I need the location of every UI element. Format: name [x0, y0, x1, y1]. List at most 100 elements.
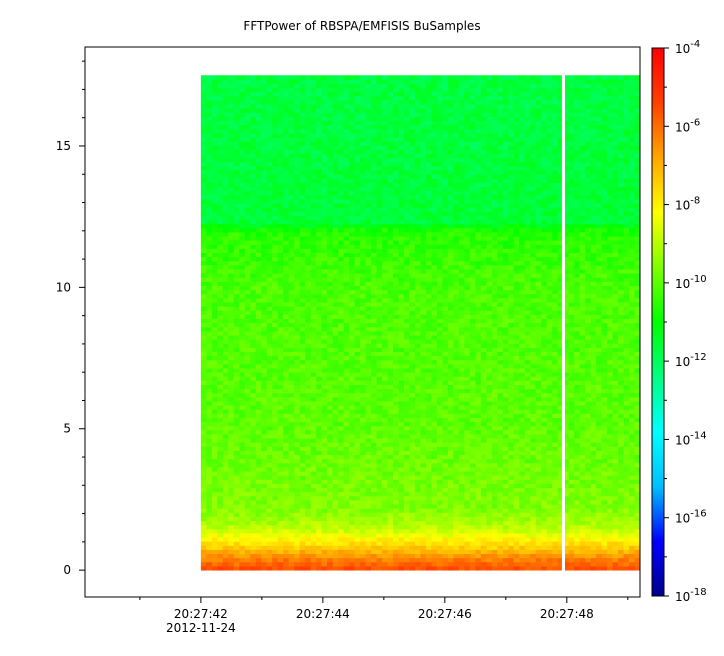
spectrogram-cell: [217, 537, 224, 542]
spectrogram-cell: [546, 409, 553, 414]
spectrogram-cell: [475, 508, 482, 513]
spectrogram-cell: [360, 434, 366, 439]
spectrogram-cell: [387, 541, 394, 546]
spectrogram-cell: [211, 339, 218, 344]
spectrogram-cell: [634, 421, 640, 427]
spectrogram-cell: [563, 405, 570, 410]
spectrogram-cell: [382, 421, 388, 427]
spectrogram-cell: [596, 487, 602, 493]
spectrogram-cell: [563, 343, 570, 348]
spectrogram-cell: [321, 475, 328, 480]
spectrogram-cell: [206, 557, 213, 563]
spectrogram-cell: [360, 413, 366, 418]
spectrogram-cell: [277, 409, 284, 414]
spectrogram-cell: [530, 545, 537, 550]
spectrogram-cell: [607, 479, 613, 484]
spectrogram-cell: [217, 421, 224, 427]
spectrogram-cell: [327, 322, 334, 328]
spectrogram-cell: [442, 487, 449, 493]
spectrogram-cell: [612, 322, 619, 328]
spectrogram-cell: [360, 446, 366, 451]
spectrogram-cell: [244, 557, 251, 563]
spectrogram-cell: [382, 318, 388, 324]
spectrogram-cell: [442, 326, 449, 332]
spectrogram-cell: [420, 508, 427, 513]
spectrogram-cell: [629, 429, 635, 435]
spectrogram-cell: [398, 343, 405, 348]
spectrogram-cell: [360, 401, 366, 406]
spectrogram-cell: [371, 528, 377, 534]
spectrogram-cell: [541, 421, 548, 427]
spectrogram-cell: [332, 339, 339, 344]
spectrogram-cell: [453, 425, 460, 431]
spectrogram-cell: [513, 483, 520, 489]
spectrogram-cell: [513, 450, 520, 456]
spectrogram-cell: [563, 500, 570, 505]
spectrogram-cell: [392, 347, 399, 352]
spectrogram-cell: [283, 491, 290, 497]
spectrogram-cell: [563, 396, 570, 402]
spectrogram-cell: [447, 553, 454, 559]
spectrogram-cell: [585, 545, 591, 550]
spectrogram-cell: [612, 495, 619, 501]
spectrogram-cell: [305, 318, 312, 324]
spectrogram-cell: [354, 417, 361, 423]
spectrogram-cell: [387, 335, 394, 340]
spectrogram-cell: [250, 388, 257, 394]
spectrogram-cell: [596, 512, 602, 517]
spectrogram-cell: [277, 326, 284, 332]
spectrogram-cell: [266, 392, 273, 398]
spectrogram-cell: [255, 351, 262, 357]
spectrogram-cell: [442, 392, 449, 398]
spectrogram-cell: [590, 462, 597, 468]
spectrogram-cell: [519, 425, 526, 431]
spectrogram-cell: [557, 450, 564, 456]
spectrogram-cell: [382, 479, 388, 484]
spectrogram-cell: [491, 388, 498, 394]
spectrogram-cell: [568, 545, 575, 550]
spectrogram-cell: [239, 417, 246, 423]
spectrogram-cell: [327, 475, 334, 480]
spectrogram-cell: [519, 483, 526, 489]
spectrogram-cell: [552, 450, 559, 456]
spectrogram-cell: [206, 442, 213, 447]
spectrogram-cell: [431, 549, 438, 555]
spectrogram-cell: [436, 363, 443, 369]
spectrogram-cell: [568, 421, 575, 427]
spectrogram-cell: [629, 314, 635, 319]
spectrogram-cell: [585, 446, 591, 451]
spectrogram-cell: [321, 343, 328, 348]
spectrogram-cell: [480, 322, 487, 328]
spectrogram-cell: [431, 318, 438, 324]
spectrogram-cell: [524, 326, 531, 332]
spectrogram-cell: [502, 388, 509, 394]
spectrogram-cell: [590, 557, 597, 563]
spectrogram-cell: [590, 537, 597, 542]
spectrogram-cell: [206, 322, 213, 328]
spectrogram-cell: [316, 343, 323, 348]
spectrogram-cell: [618, 347, 624, 352]
spectrogram-cell: [453, 335, 460, 340]
spectrogram-cell: [354, 326, 361, 332]
spectrogram-cell: [563, 417, 570, 423]
spectrogram-cell: [607, 537, 613, 542]
spectrogram-cell: [222, 322, 229, 328]
spectrogram-cell: [332, 553, 339, 559]
spectrogram-cell: [277, 561, 284, 567]
spectrogram-cell: [475, 326, 482, 332]
spectrogram-cell: [524, 508, 531, 513]
spectrogram-cell: [524, 450, 531, 456]
spectrogram-cell: [420, 396, 427, 402]
spectrogram-cell: [513, 363, 520, 369]
spectrogram-cell: [392, 413, 399, 418]
spectrogram-cell: [327, 438, 334, 443]
spectrogram-cell: [579, 541, 586, 546]
spectrogram-cell: [601, 417, 608, 423]
spectrogram-cell: [552, 520, 559, 526]
spectrogram-cell: [612, 528, 619, 534]
spectrogram-cell: [222, 425, 229, 431]
spectrogram-cell: [502, 396, 509, 402]
spectrogram-cell: [491, 425, 498, 431]
spectrogram-cell: [623, 413, 630, 418]
spectrogram-cell: [574, 380, 581, 385]
